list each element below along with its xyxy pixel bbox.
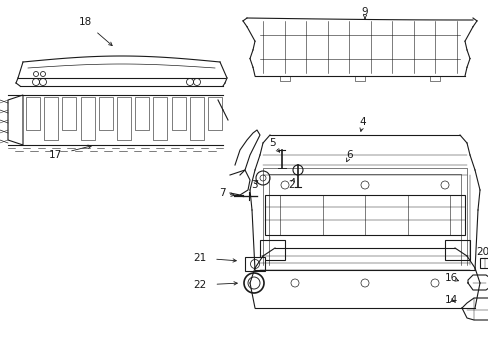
Bar [62, 97, 76, 130]
Bar [354, 76, 364, 81]
Bar [44, 97, 58, 140]
Text: 2: 2 [288, 180, 295, 190]
Text: 21: 21 [193, 253, 206, 263]
Bar [244, 257, 264, 271]
Text: 5: 5 [268, 138, 275, 148]
Text: 6: 6 [346, 150, 353, 160]
Text: 9: 9 [361, 7, 367, 17]
Bar [117, 97, 131, 140]
Bar [153, 97, 167, 140]
Text: 14: 14 [444, 295, 457, 305]
Text: 16: 16 [444, 273, 457, 283]
Bar [429, 76, 439, 81]
Bar [260, 240, 285, 260]
Bar [280, 76, 289, 81]
Text: 4: 4 [359, 117, 366, 127]
Bar [26, 97, 40, 130]
Bar [99, 97, 113, 130]
Bar [264, 195, 464, 235]
Text: 7: 7 [218, 188, 225, 198]
Text: 20: 20 [475, 247, 488, 257]
Bar [189, 97, 203, 140]
Bar [444, 240, 469, 260]
Bar [207, 97, 222, 130]
Text: 18: 18 [78, 17, 91, 27]
Text: 22: 22 [193, 280, 206, 290]
Bar [81, 97, 94, 140]
Text: 3: 3 [250, 180, 257, 190]
Text: 17: 17 [48, 150, 61, 160]
Bar [171, 97, 185, 130]
Bar [135, 97, 149, 130]
Bar [479, 258, 488, 268]
